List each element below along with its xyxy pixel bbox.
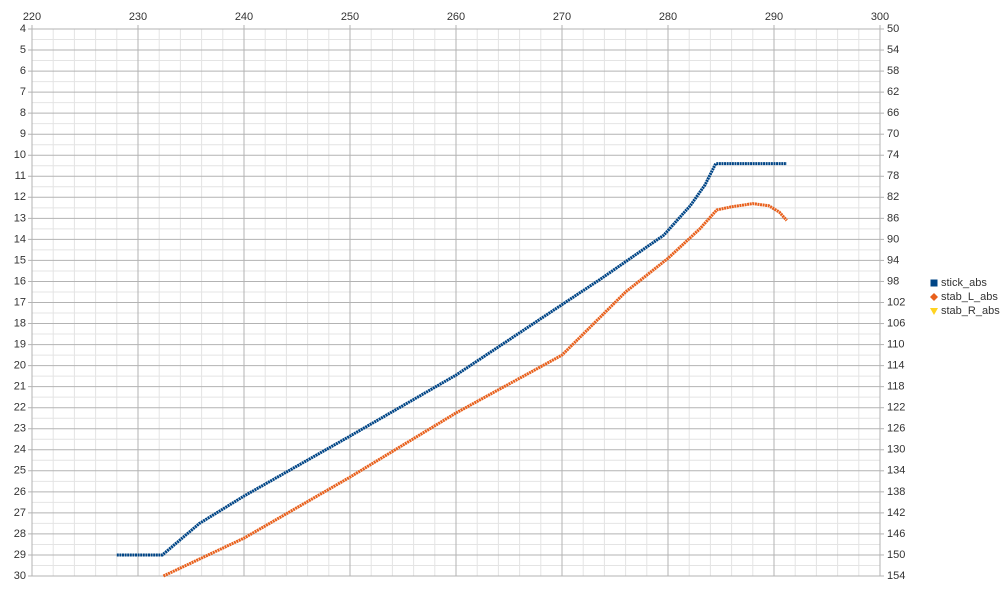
y-tick-label: 5 [20,44,26,56]
y-tick-label: 10 [14,149,26,161]
y-tick-label: 25 [14,465,26,477]
y2-tick-label: 142 [887,507,905,519]
y-tick-label: 20 [14,360,26,372]
y-tick-label: 28 [14,528,26,540]
y2-tick-label: 66 [887,107,899,119]
legend-marker [930,308,938,315]
y-tick-label: 30 [14,570,26,582]
x-tick-label: 300 [871,11,889,23]
y2-tick-label: 94 [887,254,899,266]
y-tick-label: 27 [14,507,26,519]
y-tick-label: 6 [20,65,26,77]
y2-tick-label: 54 [887,44,899,56]
x-tick-label: 230 [129,11,147,23]
y-tick-label: 18 [14,317,26,329]
y2-tick-label: 74 [887,149,899,161]
y-tick-label: 12 [14,191,26,203]
y2-tick-label: 50 [887,23,899,35]
y-tick-label: 21 [14,381,26,393]
y2-tick-label: 154 [887,570,905,582]
y2-tick-label: 122 [887,402,905,414]
y2-tick-label: 102 [887,296,905,308]
y-tick-label: 9 [20,128,26,140]
y-tick-label: 22 [14,402,26,414]
y-tick-label: 8 [20,107,26,119]
y2-tick-label: 78 [887,170,899,182]
y2-tick-label: 114 [887,360,905,372]
y2-tick-label: 130 [887,444,905,456]
y2-tick-label: 106 [887,317,905,329]
y-tick-label: 16 [14,275,26,287]
y-tick-label: 15 [14,254,26,266]
y2-tick-label: 118 [887,381,905,393]
legend-marker [930,279,938,287]
x-tick-label: 220 [23,11,41,23]
legend-marker [930,293,938,301]
y2-tick-label: 110 [887,338,905,350]
y-tick-label: 23 [14,423,26,435]
y2-tick-label: 90 [887,233,899,245]
series-line [116,162,787,557]
x-tick-label: 240 [235,11,253,23]
y2-tick-label: 150 [887,549,905,561]
y-tick-label: 17 [14,296,26,308]
y-tick-label: 11 [15,170,26,182]
y-tick-label: 13 [14,212,26,224]
legend-label: stab_L_abs [941,291,998,303]
y2-tick-label: 70 [887,128,899,140]
y2-tick-label: 82 [887,191,899,203]
y-tick-label: 29 [14,549,26,561]
y2-tick-label: 126 [887,423,905,435]
y2-tick-label: 86 [887,212,899,224]
y-tick-label: 19 [14,338,26,350]
legend-label: stab_R_abs [941,305,1000,317]
y-tick-label: 26 [14,486,26,498]
y-tick-label: 4 [20,23,26,35]
x-tick-label: 260 [447,11,465,23]
x-tick-label: 290 [765,11,783,23]
y2-tick-label: 134 [887,465,905,477]
y-tick-label: 14 [14,233,26,245]
legend-label: stick_abs [941,277,987,289]
y2-tick-label: 138 [887,486,905,498]
x-tick-label: 280 [659,11,677,23]
x-tick-label: 270 [553,11,571,23]
y-tick-label: 7 [20,86,26,98]
y-tick-label: 24 [14,444,26,456]
y2-tick-label: 146 [887,528,905,540]
y2-tick-label: 62 [887,86,899,98]
y2-tick-label: 98 [887,275,899,287]
y2-tick-label: 58 [887,65,899,77]
series-line [162,202,788,578]
x-tick-label: 250 [341,11,359,23]
